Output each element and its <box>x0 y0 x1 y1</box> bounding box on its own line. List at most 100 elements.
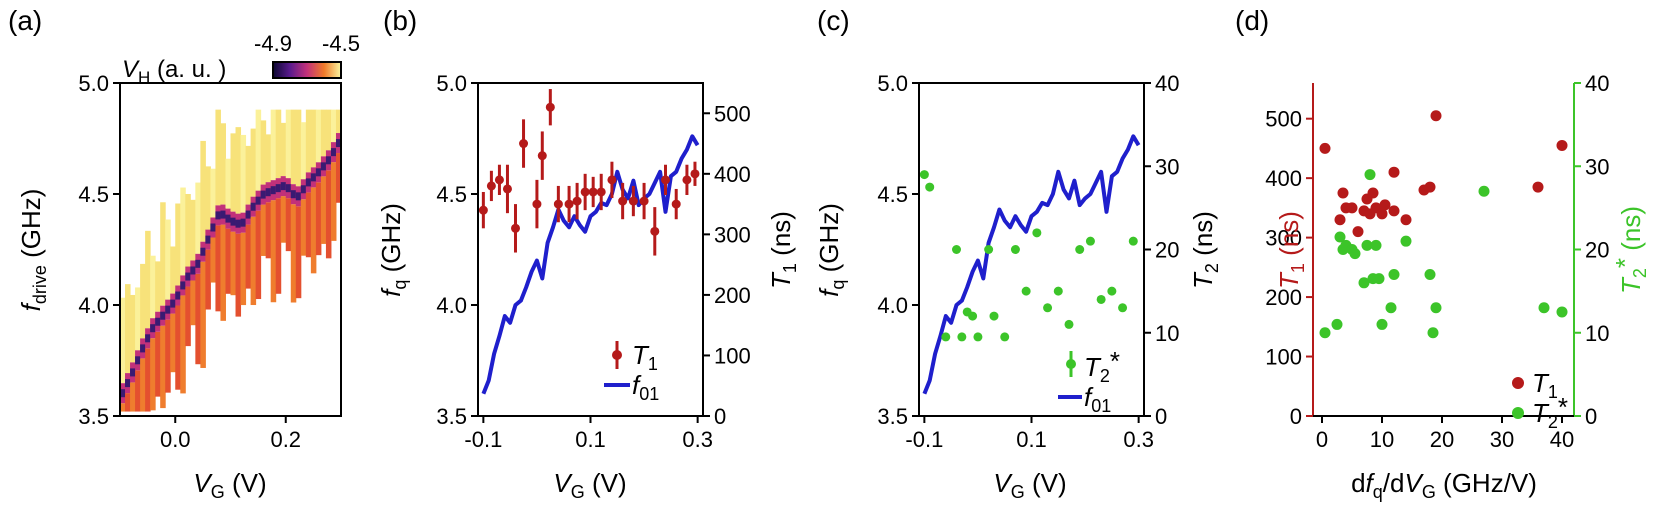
panel-d-y2-tick-label: 30 <box>1585 154 1609 179</box>
legend-t1-marker <box>612 350 622 360</box>
heatmap-body <box>120 109 341 412</box>
panel-b-label: (b) <box>383 5 417 36</box>
panel-b-point <box>690 169 700 179</box>
panel-d-point <box>1388 268 1400 280</box>
panel-d-point <box>1388 166 1400 178</box>
panel-c-x-tick-label: -0.1 <box>905 427 943 452</box>
panel-a-y-tick-label: 5.0 <box>78 71 109 96</box>
panel-c-x-tick-label: 0.3 <box>1123 427 1154 452</box>
panel-a-x-tick-label: 0.0 <box>160 427 191 452</box>
panel-d-label: (d) <box>1235 5 1269 36</box>
panel-c-point <box>1128 236 1138 246</box>
panel-c-f01-line <box>922 134 1141 395</box>
panel-d-y-tick-label: 0 <box>1290 404 1302 429</box>
panel-a-x-tick-label: 0.2 <box>270 427 301 452</box>
panel-d-point <box>1556 139 1568 151</box>
panel-c-point <box>984 245 994 254</box>
panel-b-point <box>553 199 563 209</box>
panel-d-y2-tick-label: 20 <box>1585 238 1609 263</box>
panel-d-point <box>1337 187 1349 199</box>
panel-d-point <box>1388 205 1400 217</box>
panel-a-frame <box>119 82 342 417</box>
panel-b-f01-line <box>481 134 700 395</box>
panel-b-point <box>661 175 670 185</box>
panel-d-point <box>1376 318 1388 330</box>
colorbar-tick-max: -4.5 <box>322 31 360 56</box>
legend-t2-label: T2* <box>1084 346 1120 386</box>
panel-d-point <box>1346 202 1358 214</box>
panel-b-axes: -0.1 0.1 0.3 3.5 4.0 4.5 5.0 0 100 200 300 400 500 <box>436 71 750 452</box>
panel-b-point <box>511 223 520 233</box>
panel-a-y-tick-label: 4.5 <box>78 182 109 207</box>
panel-b-point <box>671 199 681 209</box>
panel-d-point <box>1379 199 1391 211</box>
panel-c-xlabel: VG (V) <box>993 468 1066 502</box>
panel-d-point <box>1430 110 1442 122</box>
panel-d-y2-tick-label: 10 <box>1585 321 1609 346</box>
panel-b-x-tick-label: 0.3 <box>682 427 713 452</box>
panel-a-y-tick-label: 4.0 <box>78 293 109 318</box>
panel-d-point <box>1331 318 1343 330</box>
panel-d-point <box>1349 248 1361 260</box>
panel-c-y2-tick-label: 30 <box>1155 154 1179 179</box>
panel-d-y-tick-label: 300 <box>1265 226 1302 251</box>
panel-c-point <box>989 311 999 321</box>
panel-b-y2-tick-label: 0 <box>714 404 726 429</box>
panel-d-y2-tick-label: 40 <box>1585 71 1609 96</box>
panel-c-point <box>925 182 935 192</box>
panel-c-plot <box>919 134 1141 395</box>
panel-d-point <box>1376 208 1388 220</box>
colorbar-tick-min: -4.9 <box>254 31 292 56</box>
panel-c-y-tick-label: 5.0 <box>877 71 908 96</box>
panel-d-legend: T1 T2* <box>1512 368 1568 432</box>
panel-d-point <box>1352 226 1364 238</box>
panel-d-point <box>1334 231 1346 243</box>
panel-c-y-tick-label: 3.5 <box>877 404 908 429</box>
panel-c-legend: T2* f01 <box>1058 346 1120 416</box>
panel-b-plot <box>478 89 700 395</box>
panel-c-axes: -0.1 0.1 0.3 3.5 4.0 4.5 5.0 0 10 20 30 40 <box>877 71 1179 452</box>
panel-c-point <box>1021 286 1031 296</box>
panel-d-y-tick-label: 100 <box>1265 345 1302 370</box>
panel-c-point <box>1032 228 1042 238</box>
panel-c-point <box>973 332 983 342</box>
panel-d-x-tick-label: 30 <box>1490 427 1514 452</box>
panel-b-point <box>537 151 547 161</box>
legend-d-t2-marker <box>1512 407 1524 419</box>
panel-d-plot <box>1319 110 1568 339</box>
panel-c-y-tick-label: 4.0 <box>877 293 908 318</box>
panel-b-point <box>596 187 606 197</box>
colorbar-label: VH (a. u. ) <box>122 56 226 87</box>
legend-d-t2-label: T2* <box>1532 392 1568 432</box>
panel-b-point <box>639 196 649 206</box>
panel-b-y2-tick-label: 200 <box>714 283 751 308</box>
legend-f01-label-c: f01 <box>1084 382 1111 416</box>
panel-d-point <box>1424 268 1436 280</box>
panel-b-point <box>486 181 496 191</box>
panel-b-point <box>502 184 512 194</box>
colorbar: VH (a. u. ) -4.9 -4.5 <box>122 31 360 87</box>
panel-d-point <box>1364 169 1376 181</box>
panel-d-point <box>1538 302 1550 314</box>
panel-a-xlabel: VG (V) <box>193 468 266 502</box>
panel-c-label: (c) <box>817 5 850 36</box>
panel-d-point <box>1334 214 1346 226</box>
panel-d-point <box>1319 327 1331 339</box>
panel-a-axes: 0.0 0.2 3.5 4.0 4.5 5.0 <box>78 71 301 452</box>
panel-b-point <box>564 199 574 209</box>
panel-d-point <box>1358 277 1370 289</box>
panel-d-y-tick-label: 500 <box>1265 107 1302 132</box>
panel-c: (c) -0.1 0.1 0.3 3.5 4.0 4.5 5.0 0 10 20 30 40 fq (… <box>814 5 1222 502</box>
panel-b-y-tick-label: 5.0 <box>436 71 467 96</box>
panel-b-point <box>532 199 542 209</box>
panel-d-point <box>1400 214 1412 226</box>
panel-b: (b) -0.1 0.1 0.3 3.5 4.0 4.5 5.0 0 100 200 300 400 5… <box>376 5 800 502</box>
panel-b-ylabel: fq (GHz) <box>376 203 410 297</box>
panel-c-y2label: T2 (ns) <box>1188 211 1222 289</box>
panel-b-y-tick-label: 3.5 <box>436 404 467 429</box>
panel-b-point <box>494 175 504 185</box>
panel-b-point <box>478 205 488 215</box>
panel-c-y2-tick-label: 10 <box>1155 321 1179 346</box>
panel-c-y2-tick-label: 40 <box>1155 71 1179 96</box>
